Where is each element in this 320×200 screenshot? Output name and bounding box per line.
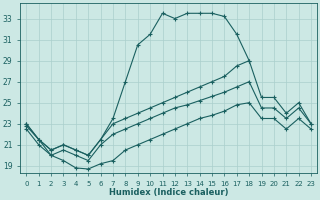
X-axis label: Humidex (Indice chaleur): Humidex (Indice chaleur) bbox=[109, 188, 228, 197]
